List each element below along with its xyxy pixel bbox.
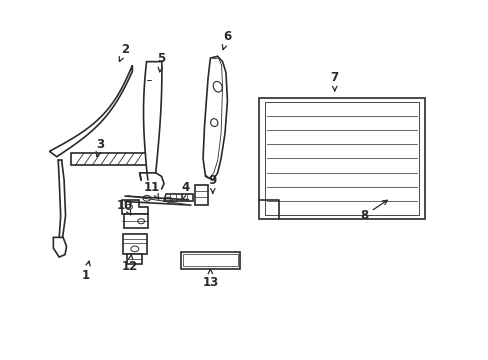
Ellipse shape	[213, 81, 222, 92]
Text: 10: 10	[117, 199, 133, 215]
Text: 9: 9	[208, 174, 217, 193]
Text: 1: 1	[82, 261, 90, 282]
Polygon shape	[259, 98, 424, 220]
Text: 2: 2	[119, 42, 129, 62]
Polygon shape	[194, 185, 208, 205]
Polygon shape	[124, 214, 148, 228]
Text: 7: 7	[330, 71, 338, 91]
Text: 11: 11	[143, 181, 160, 199]
Ellipse shape	[210, 119, 218, 127]
Polygon shape	[163, 194, 193, 201]
Text: 8: 8	[359, 200, 386, 222]
Polygon shape	[53, 237, 66, 257]
Polygon shape	[49, 66, 132, 157]
Text: 5: 5	[157, 51, 165, 72]
Polygon shape	[181, 252, 239, 269]
Text: 6: 6	[222, 30, 231, 50]
Polygon shape	[127, 253, 142, 264]
Polygon shape	[264, 102, 418, 215]
Polygon shape	[143, 62, 162, 173]
Polygon shape	[122, 200, 148, 214]
Polygon shape	[203, 56, 227, 180]
Text: 13: 13	[202, 269, 218, 289]
Text: 12: 12	[122, 254, 138, 273]
Text: 4: 4	[181, 181, 190, 199]
Polygon shape	[71, 153, 147, 165]
Polygon shape	[122, 234, 147, 253]
Polygon shape	[183, 253, 237, 266]
Text: 3: 3	[96, 138, 104, 157]
